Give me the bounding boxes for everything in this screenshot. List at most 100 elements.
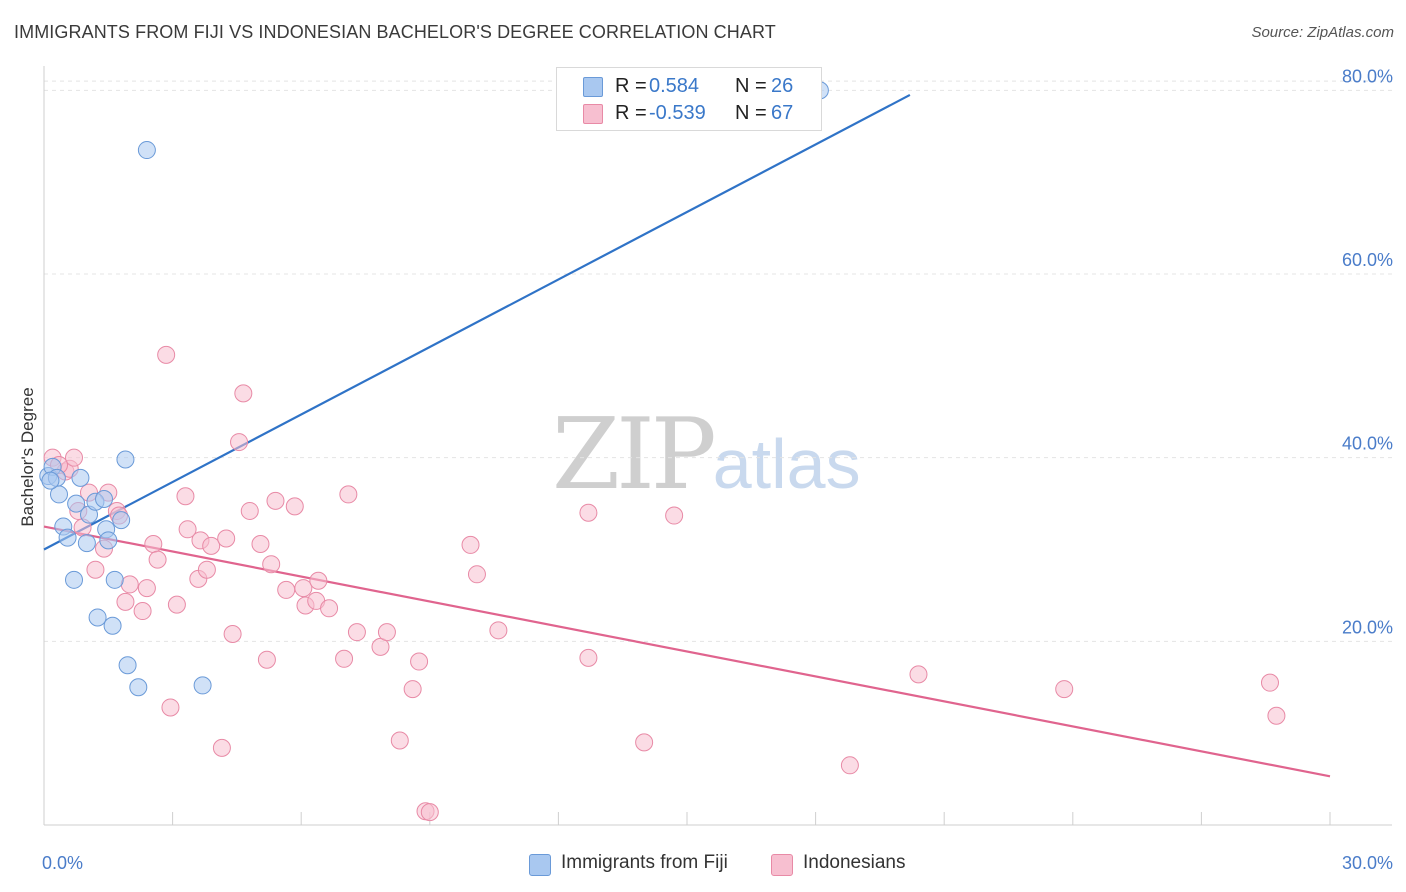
data-point [223, 624, 242, 643]
data-point [103, 616, 122, 635]
data-point [665, 506, 684, 525]
data-point [65, 570, 84, 589]
data-point [41, 471, 60, 490]
data-point [339, 485, 358, 504]
data-point [99, 531, 118, 550]
data-point [230, 433, 249, 452]
data-point [257, 650, 276, 669]
data-point [461, 535, 480, 554]
y-tick-label: 20.0% [1342, 617, 1393, 637]
data-point [251, 535, 270, 554]
data-point [240, 501, 259, 520]
data-point [277, 580, 296, 599]
bottom-legend-label-fiji: Immigrants from Fiji [561, 852, 728, 873]
data-point [116, 592, 135, 611]
legend-r-value: 0.584 [649, 75, 700, 97]
data-point [410, 652, 429, 671]
data-point [579, 648, 598, 667]
data-point [202, 536, 221, 555]
data-point [1260, 673, 1279, 692]
data-point [635, 733, 654, 752]
data-point [50, 485, 69, 504]
data-point [320, 599, 339, 618]
data-point [262, 555, 281, 574]
trend-line [43, 93, 911, 551]
correlation-legend: R = 0.584 N = 26 R = -0.539 N = 67 [556, 67, 822, 131]
tick-labels: 20.0% 40.0% 60.0% 80.0% 0.0% 30.0% [42, 66, 1393, 873]
trend-lines [43, 93, 1331, 778]
data-point [309, 571, 328, 590]
data-point [148, 550, 167, 569]
data-point [335, 649, 354, 668]
data-point [116, 450, 135, 469]
data-point [1267, 706, 1286, 725]
x-tick-label: 0.0% [42, 853, 83, 873]
axes [43, 66, 1392, 826]
data-point [112, 511, 131, 530]
data-point [58, 528, 77, 547]
data-point [71, 468, 90, 487]
data-point [137, 579, 156, 598]
data-point [212, 738, 231, 757]
bottom-legend-label-indonesians: Indonesians [803, 852, 906, 873]
x-tick-label: 30.0% [1342, 853, 1393, 873]
data-point [167, 595, 186, 614]
data-point [105, 570, 124, 589]
legend-n-value: 67 [771, 102, 794, 124]
data-point [157, 345, 176, 364]
y-axis-label: Bachelor's Degree [18, 387, 37, 526]
data-point [377, 623, 396, 642]
data-point [65, 448, 84, 467]
data-point [133, 602, 152, 621]
data-point [197, 560, 216, 579]
data-point [294, 579, 313, 598]
data-point [77, 534, 96, 553]
source-label: Source: ZipAtlas.com [1251, 24, 1394, 41]
legend-r-value: -0.539 [649, 102, 706, 124]
data-point [266, 491, 285, 510]
y-tick-label: 40.0% [1342, 434, 1393, 454]
data-point [144, 535, 163, 554]
legend-n-label: N = [735, 75, 767, 97]
bottom-legend-swatch-fiji [529, 854, 551, 876]
y-tick-label: 60.0% [1342, 250, 1393, 270]
data-point [176, 487, 195, 506]
data-point [118, 656, 137, 675]
data-point [403, 680, 422, 699]
bottom-legend-item-indonesians: Indonesians [771, 852, 906, 876]
bottom-legend-item-fiji: Immigrants from Fiji [529, 852, 728, 876]
data-point [67, 494, 86, 513]
data-point [347, 623, 366, 642]
data-point [234, 384, 253, 403]
data-point [840, 756, 859, 775]
data-point [86, 560, 105, 579]
legend-swatch-fiji [583, 77, 603, 97]
legend-n-label: N = [735, 102, 767, 124]
y-tick-label: 80.0% [1342, 66, 1393, 86]
data-point [161, 698, 180, 717]
bottom-legend-swatch-indonesians [771, 854, 793, 876]
legend-r-label: R = [615, 102, 647, 124]
legend-row-fiji: R = 0.584 N = 26 [557, 73, 821, 101]
legend-n-value: 26 [771, 75, 794, 97]
data-point [193, 676, 212, 695]
data-point [217, 529, 236, 548]
data-point [129, 678, 148, 697]
data-point [137, 141, 156, 160]
data-point [390, 731, 409, 750]
chart-title: IMMIGRANTS FROM FIJI VS INDONESIAN BACHE… [14, 22, 776, 42]
grid-lines [44, 80, 1392, 642]
data-point [467, 565, 486, 584]
data-point [285, 497, 304, 516]
data-point [909, 665, 928, 684]
data-point [1055, 680, 1074, 699]
data-points [39, 81, 1286, 822]
legend-swatch-indonesians [583, 104, 603, 124]
trend-line [43, 525, 1331, 778]
data-point [88, 608, 107, 627]
data-point [489, 621, 508, 640]
data-point [579, 503, 598, 522]
legend-r-label: R = [615, 75, 647, 97]
data-point [420, 803, 439, 822]
